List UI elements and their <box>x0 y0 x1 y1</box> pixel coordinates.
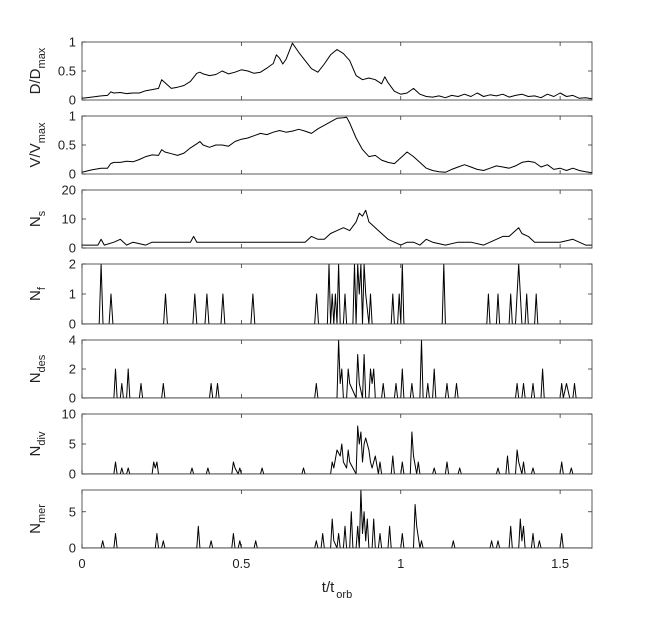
y-axis-label: Ndes <box>27 354 48 383</box>
y-axis-label-subscript: des <box>36 354 48 372</box>
y-tick-label: 0 <box>69 467 76 482</box>
y-tick-label: 0 <box>69 167 76 182</box>
y-axis-label: D/Dmax <box>27 47 48 94</box>
panel-2: 0 0.5 1 V/Vmax <box>27 109 593 182</box>
y-axis-label-main: N <box>27 290 44 301</box>
series-line <box>82 340 592 398</box>
x-axis-label: t/t orb <box>322 579 352 601</box>
y-axis-label-subscript: f <box>36 286 48 290</box>
panel-6: 0 5 10 Ndiv <box>27 407 593 482</box>
axes-frame <box>81 413 593 475</box>
y-axis-label-main: N <box>27 216 44 227</box>
y-tick-label: 2 <box>69 257 76 272</box>
y-axis-label: Ns <box>27 210 48 227</box>
series-line <box>82 264 592 324</box>
y-tick-label: 0 <box>69 317 76 332</box>
panel-7: 0 5 Nmer 0 0.5 1 1.5 t/t orb <box>27 489 593 601</box>
y-axis-label-subscript: s <box>36 210 48 216</box>
y-axis-label-subscript: max <box>36 122 48 143</box>
axes-frame <box>81 115 593 175</box>
y-tick-label: 0 <box>69 241 76 256</box>
panel-1: 0 0.5 1 D/Dmax <box>27 35 593 108</box>
panel-5: 0 2 4 Ndes <box>27 333 593 406</box>
x-axis-label-subscript: orb <box>336 589 352 601</box>
panel-3: 0 10 20 Ns <box>27 183 593 256</box>
y-axis-label-main: V/V <box>27 143 44 167</box>
axes-frame <box>81 189 593 249</box>
axes-frame <box>81 41 593 101</box>
series-line <box>82 209 592 246</box>
y-tick-label: 0.5 <box>58 64 76 79</box>
y-tick-label: 0 <box>69 391 76 406</box>
axes-frame <box>81 489 593 549</box>
y-tick-label: 0.5 <box>58 138 76 153</box>
y-tick-label: 2 <box>69 362 76 377</box>
y-tick-label: 0 <box>69 93 76 108</box>
x-axis-label-main: t/t <box>322 579 335 596</box>
series-line <box>82 116 592 174</box>
x-tick-label: 0 <box>78 556 85 571</box>
y-tick-label: 4 <box>69 333 76 348</box>
x-tick-label: 1.5 <box>551 556 569 571</box>
y-axis-label-subscript: max <box>36 47 48 68</box>
y-axis-label-main: N <box>27 372 44 383</box>
y-axis-label-subscript: mer <box>36 504 48 523</box>
y-tick-label: 20 <box>62 183 76 198</box>
y-axis-label: Nf <box>27 286 48 301</box>
y-tick-label: 1 <box>69 109 76 124</box>
x-tick-label: 0.5 <box>232 556 250 571</box>
y-tick-label: 0 <box>69 541 76 556</box>
y-tick-label: 5 <box>69 504 76 519</box>
y-tick-label: 10 <box>62 212 76 227</box>
y-tick-label: 10 <box>62 407 76 422</box>
series-line <box>82 425 592 474</box>
y-axis-label-main: D/D <box>27 68 44 94</box>
y-tick-label: 5 <box>69 437 76 452</box>
series-line <box>82 490 592 548</box>
y-axis-label-main: N <box>27 523 44 534</box>
x-tick-label: 1 <box>397 556 404 571</box>
y-axis-label-main: N <box>27 446 44 457</box>
y-axis-label: Nmer <box>27 504 48 534</box>
panel-4: 0 1 2 Nf <box>27 257 593 332</box>
series-line <box>82 42 592 100</box>
y-axis-label: Ndiv <box>27 431 48 456</box>
y-axis-label: V/Vmax <box>27 122 48 167</box>
y-axis-label-subscript: div <box>36 431 48 446</box>
y-tick-label: 1 <box>69 35 76 50</box>
y-tick-label: 1 <box>69 287 76 302</box>
